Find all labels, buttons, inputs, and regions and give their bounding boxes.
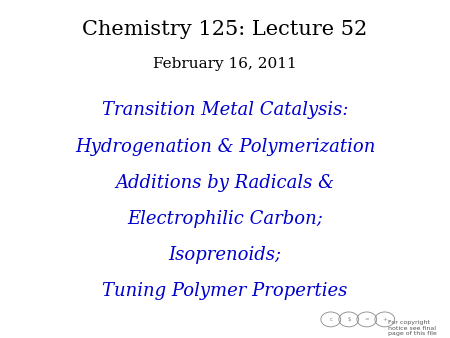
Text: For copyright
notice see final
page of this file: For copyright notice see final page of t… [388, 320, 436, 336]
Text: Additions by Radicals &: Additions by Radicals & [116, 174, 334, 192]
Text: Isoprenoids;: Isoprenoids; [168, 246, 282, 264]
Text: Hydrogenation & Polymerization: Hydrogenation & Polymerization [75, 138, 375, 155]
Text: February 16, 2011: February 16, 2011 [153, 57, 297, 71]
Text: +: + [382, 317, 387, 322]
Text: Tuning Polymer Properties: Tuning Polymer Properties [102, 282, 348, 300]
Text: Transition Metal Catalysis:: Transition Metal Catalysis: [102, 101, 348, 119]
Text: $: $ [347, 317, 351, 322]
Text: c: c [329, 317, 332, 322]
Text: Electrophilic Carbon;: Electrophilic Carbon; [127, 210, 323, 228]
Text: Chemistry 125: Lecture 52: Chemistry 125: Lecture 52 [82, 20, 368, 39]
Text: =: = [364, 317, 369, 322]
